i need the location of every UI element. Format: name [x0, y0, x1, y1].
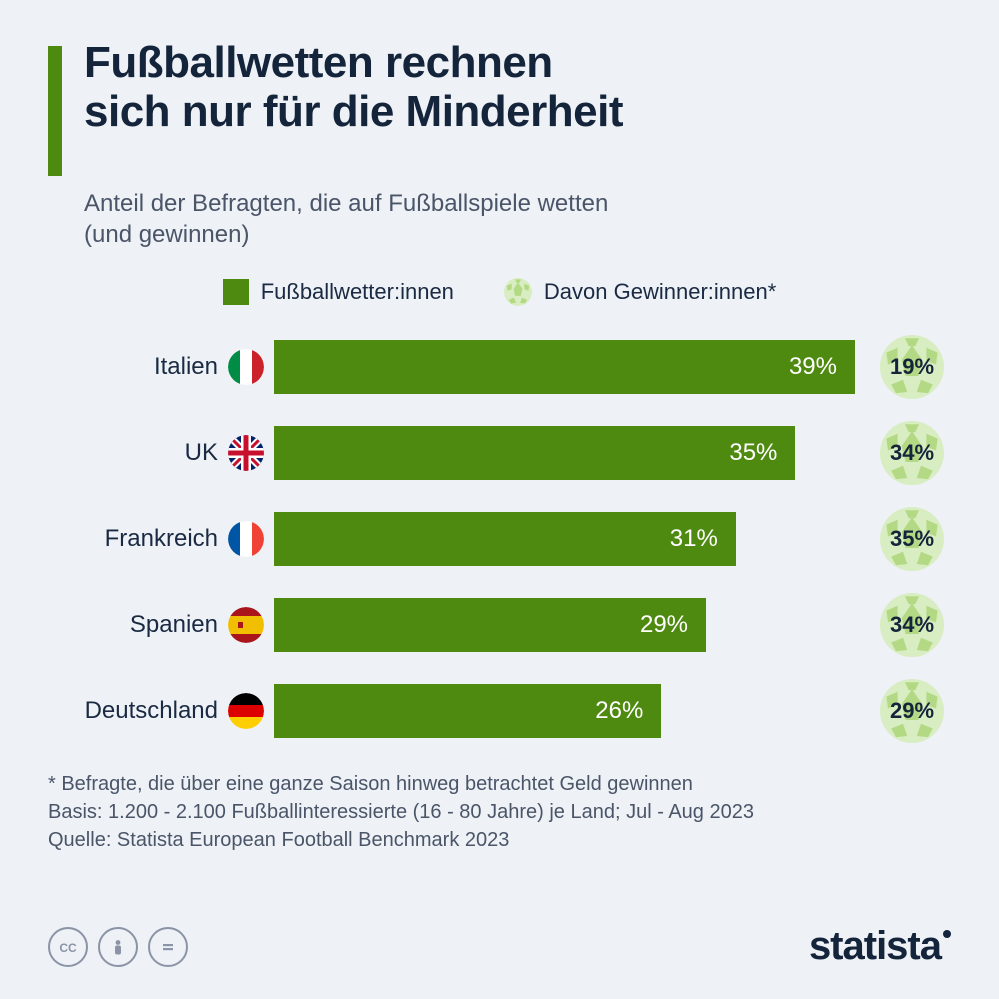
chart-subtitle: Anteil der Befragten, die auf Fußballspi…	[84, 188, 951, 250]
cc-by-icon	[98, 927, 138, 967]
title-line-2: sich nur für die Minderheit	[84, 87, 623, 136]
row-label: Spanien	[84, 607, 274, 643]
bettors-bar: 39%	[274, 340, 855, 394]
cc-nd-icon	[148, 927, 188, 967]
accent-bar	[48, 46, 62, 176]
cc-icon: CC	[48, 927, 88, 967]
chart-row: Spanien 29% 34%	[84, 598, 951, 652]
country-name: Italien	[154, 353, 218, 381]
statista-logo: statista	[809, 924, 951, 969]
bettors-pct: 26%	[595, 697, 643, 725]
bettors-pct: 39%	[789, 353, 837, 381]
bettors-bar: 29%	[274, 598, 706, 652]
bar-chart: Italien 39% 19% UK 35%	[84, 340, 951, 738]
legend-item-winners: Davon Gewinner:innen*	[504, 278, 776, 306]
row-label: Deutschland	[84, 693, 274, 729]
bettors-bar: 26%	[274, 684, 661, 738]
bar-track: 35%	[274, 426, 855, 480]
bettors-pct: 35%	[729, 439, 777, 467]
bettors-pct: 29%	[640, 611, 688, 639]
legend-swatch-ball	[504, 278, 532, 306]
winners-pct: 34%	[890, 612, 934, 638]
footnote-line-2: Basis: 1.200 - 2.100 Fußballinteressiert…	[48, 798, 951, 826]
title-line-1: Fußballwetten rechnen	[84, 38, 553, 87]
statista-dot-icon	[943, 930, 951, 938]
subtitle-line-2: (und gewinnen)	[84, 221, 249, 248]
statista-brand-text: statista	[809, 924, 941, 969]
chart-legend: Fußballwetter:innen Davon Gewinner:innen…	[48, 278, 951, 306]
subtitle-line-1: Anteil der Befragten, die auf Fußballspi…	[84, 190, 608, 217]
winners-pct: 29%	[890, 698, 934, 724]
bar-track: 39%	[274, 340, 855, 394]
flag-icon	[228, 521, 264, 557]
country-name: Deutschland	[85, 697, 218, 725]
flag-icon	[228, 435, 264, 471]
legend-label-bettors: Fußballwetter:innen	[261, 279, 454, 305]
bettors-bar: 31%	[274, 512, 736, 566]
chart-row: UK 35% 34%	[84, 426, 951, 480]
row-label: Italien	[84, 349, 274, 385]
winners-pct: 35%	[890, 526, 934, 552]
footnote-line-1: * Befragte, die über eine ganze Saison h…	[48, 770, 951, 798]
flag-icon	[228, 693, 264, 729]
winners-ball: 34%	[873, 593, 951, 657]
winners-pct: 34%	[890, 440, 934, 466]
bar-track: 31%	[274, 512, 855, 566]
winners-pct: 19%	[890, 354, 934, 380]
chart-footer: CC statista	[48, 924, 951, 969]
chart-header: Fußballwetten rechnen sich nur für die M…	[48, 38, 951, 176]
winners-ball: 34%	[873, 421, 951, 485]
winners-ball: 35%	[873, 507, 951, 571]
legend-label-winners: Davon Gewinner:innen*	[544, 279, 776, 305]
chart-row: Italien 39% 19%	[84, 340, 951, 394]
chart-row: Frankreich 31% 35%	[84, 512, 951, 566]
svg-text:CC: CC	[59, 941, 77, 955]
flag-icon	[228, 349, 264, 385]
country-name: Frankreich	[105, 525, 218, 553]
cc-license-icons: CC	[48, 927, 188, 967]
bar-track: 29%	[274, 598, 855, 652]
footnote-line-3: Quelle: Statista European Football Bench…	[48, 826, 951, 854]
flag-icon	[228, 607, 264, 643]
chart-row: Deutschland 26% 29%	[84, 684, 951, 738]
legend-item-bettors: Fußballwetter:innen	[223, 278, 454, 306]
bar-track: 26%	[274, 684, 855, 738]
bettors-pct: 31%	[670, 525, 718, 553]
bettors-bar: 35%	[274, 426, 795, 480]
country-name: Spanien	[130, 611, 218, 639]
row-label: Frankreich	[84, 521, 274, 557]
winners-ball: 29%	[873, 679, 951, 743]
chart-footnote: * Befragte, die über eine ganze Saison h…	[48, 770, 951, 854]
row-label: UK	[84, 435, 274, 471]
chart-title: Fußballwetten rechnen sich nur für die M…	[84, 38, 623, 137]
winners-ball: 19%	[873, 335, 951, 399]
country-name: UK	[185, 439, 218, 467]
legend-swatch-bar	[223, 279, 249, 305]
